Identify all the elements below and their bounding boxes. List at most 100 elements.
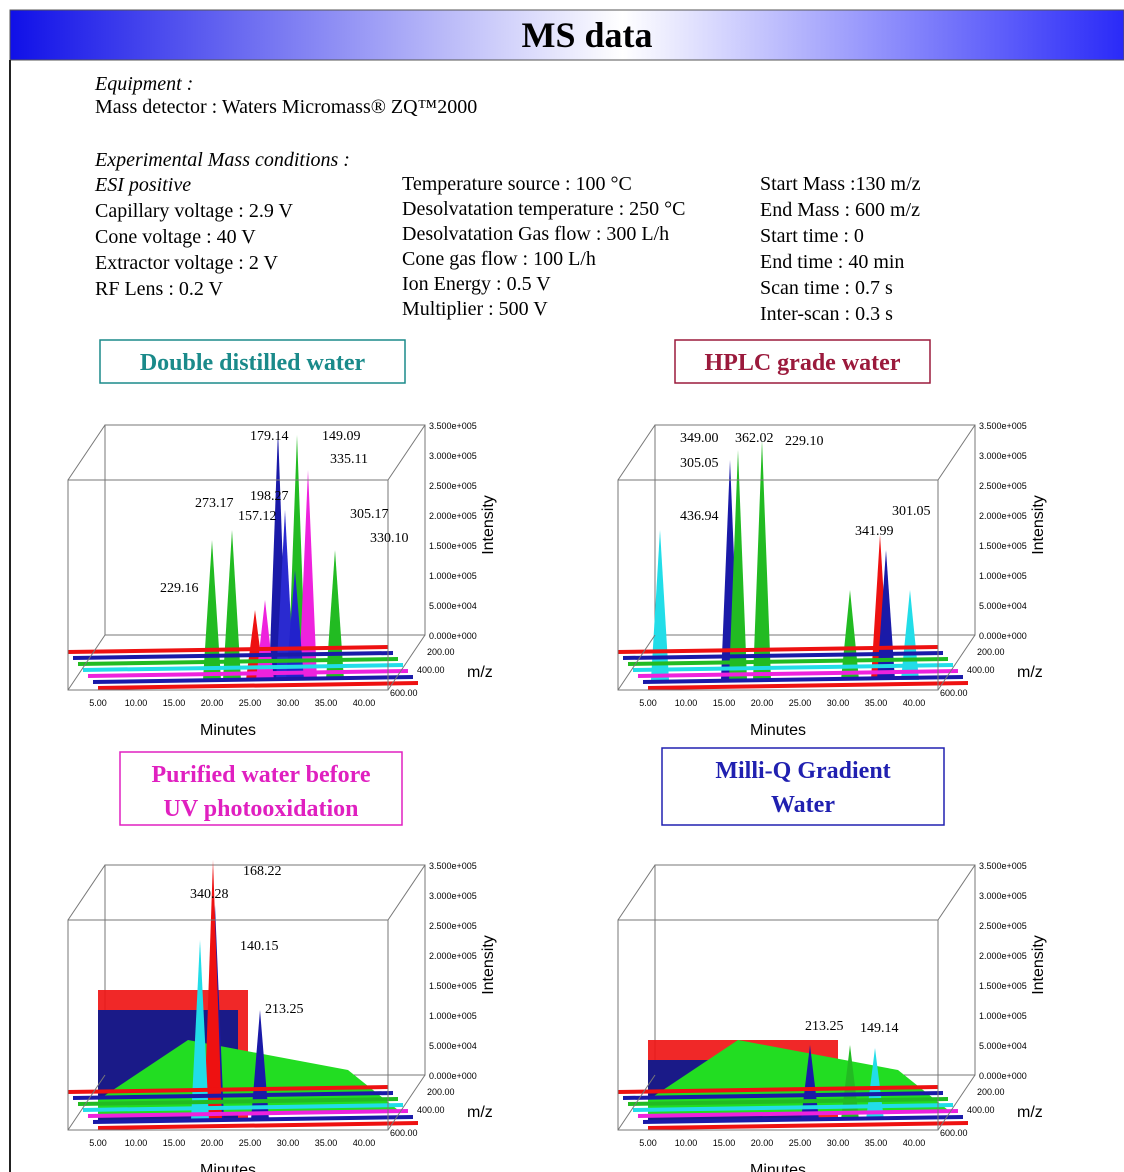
peak-label: 273.17	[195, 496, 234, 511]
chart-edge	[618, 865, 655, 920]
intensity-tick: 2.000e+005	[429, 511, 477, 521]
chart-edge	[68, 425, 105, 480]
intensity-label: Intensity	[480, 495, 497, 555]
panel-title: Water	[771, 792, 835, 818]
peak-label: 341.99	[855, 524, 894, 539]
peak-label: 362.02	[735, 431, 774, 446]
peak-label: 436.94	[680, 509, 719, 524]
minute-tick: 30.00	[827, 1138, 850, 1148]
intensity-tick: 3.500e+005	[429, 861, 477, 871]
minute-tick: 25.00	[789, 698, 812, 708]
minute-tick: 20.00	[201, 698, 224, 708]
minute-tick: 15.00	[163, 698, 186, 708]
minute-tick: 10.00	[675, 1138, 698, 1148]
equipment-detector: Mass detector : Waters Micromass® ZQ™200…	[95, 96, 477, 118]
panel-title: HPLC grade water	[705, 350, 901, 376]
conditions-heading: Experimental Mass conditions :	[94, 149, 350, 171]
intensity-label: Intensity	[480, 935, 497, 995]
condition-line: Cone gas flow : 100 L/h	[402, 248, 596, 270]
intensity-tick: 5.000e+004	[979, 601, 1027, 611]
minute-tick: 35.00	[865, 1138, 888, 1148]
condition-line: End time : 40 min	[760, 251, 904, 273]
intensity-tick: 0.000e+000	[979, 1071, 1027, 1081]
intensity-tick: 2.500e+005	[979, 921, 1027, 931]
condition-line: Temperature source : 100 °C	[402, 173, 632, 195]
mz-tick: 600.00	[390, 688, 418, 698]
minute-tick: 10.00	[125, 698, 148, 708]
mz-tick: 400.00	[417, 665, 445, 675]
chart-edge	[618, 425, 655, 480]
minute-tick: 40.00	[903, 698, 926, 708]
intensity-label: Intensity	[1030, 935, 1047, 995]
peak-label: 330.10	[370, 531, 409, 546]
minute-tick: 35.00	[315, 1138, 338, 1148]
intensity-tick: 3.500e+005	[979, 421, 1027, 431]
minute-tick: 15.00	[163, 1138, 186, 1148]
intensity-tick: 2.000e+005	[429, 951, 477, 961]
mz-tick: 600.00	[390, 1128, 418, 1138]
mz-tick: 200.00	[427, 1087, 455, 1097]
peak-label: 305.05	[680, 456, 719, 471]
peak-label: 301.05	[892, 504, 931, 519]
minute-tick: 20.00	[751, 698, 774, 708]
condition-line: End Mass : 600 m/z	[760, 199, 920, 221]
condition-line: Multiplier : 500 V	[402, 298, 548, 320]
minutes-label: Minutes	[200, 1162, 256, 1172]
mz-tick: 400.00	[967, 1105, 995, 1115]
condition-line: RF Lens : 0.2 V	[95, 278, 224, 300]
intensity-tick: 1.000e+005	[979, 1011, 1027, 1021]
intensity-tick: 0.000e+000	[979, 631, 1027, 641]
peak-label: 168.22	[243, 864, 282, 879]
mz-tick: 400.00	[417, 1105, 445, 1115]
minute-tick: 25.00	[239, 1138, 262, 1148]
condition-line: ESI positive	[94, 174, 191, 196]
peak-label: 305.17	[350, 507, 389, 522]
intensity-tick: 2.000e+005	[979, 511, 1027, 521]
intensity-tick: 3.000e+005	[979, 891, 1027, 901]
intensity-tick: 1.500e+005	[429, 981, 477, 991]
condition-line: Scan time : 0.7 s	[760, 277, 893, 299]
intensity-tick: 2.500e+005	[979, 481, 1027, 491]
condition-line: Ion Energy : 0.5 V	[402, 273, 551, 295]
peak-label: 179.14	[250, 429, 289, 444]
intensity-tick: 1.500e+005	[979, 541, 1027, 551]
peak-label: 229.16	[160, 581, 199, 596]
peak-shape	[753, 440, 771, 680]
minute-tick: 40.00	[353, 698, 376, 708]
mz-tick: 400.00	[967, 665, 995, 675]
condition-line: Start Mass :130 m/z	[760, 173, 921, 195]
intensity-tick: 0.000e+000	[429, 1071, 477, 1081]
minute-tick: 5.00	[639, 698, 657, 708]
intensity-tick: 3.500e+005	[429, 421, 477, 431]
peak-label: 349.00	[680, 431, 719, 446]
condition-line: Extractor voltage : 2 V	[95, 252, 278, 274]
intensity-tick: 1.000e+005	[429, 1011, 477, 1021]
condition-line: Desolvatation temperature : 250 °C	[402, 198, 685, 220]
peak-label: 213.25	[265, 1002, 304, 1017]
panel-title: UV photooxidation	[164, 796, 359, 822]
minute-tick: 10.00	[125, 1138, 148, 1148]
minute-tick: 10.00	[675, 698, 698, 708]
mz-tick: 600.00	[940, 688, 968, 698]
condition-line: Inter-scan : 0.3 s	[760, 303, 893, 325]
minutes-label: Minutes	[200, 722, 256, 739]
equipment-heading: Equipment :	[94, 73, 193, 95]
chart-edge	[938, 425, 975, 480]
condition-line: Start time : 0	[760, 225, 864, 247]
page-title: MS data	[521, 15, 652, 55]
minute-tick: 30.00	[827, 698, 850, 708]
peak-label: 149.14	[860, 1021, 899, 1036]
peak-label: 340.28	[190, 887, 229, 902]
chart-edge	[68, 865, 105, 920]
intensity-tick: 5.000e+004	[429, 1041, 477, 1051]
condition-line: Cone voltage : 40 V	[95, 226, 256, 248]
mz-tick: 200.00	[977, 1087, 1005, 1097]
minute-tick: 40.00	[903, 1138, 926, 1148]
intensity-tick: 2.500e+005	[429, 481, 477, 491]
peak-label: 140.15	[240, 939, 279, 954]
minute-tick: 40.00	[353, 1138, 376, 1148]
mz-tick: 200.00	[977, 647, 1005, 657]
intensity-tick: 5.000e+004	[429, 601, 477, 611]
mz-label: m/z	[467, 1104, 493, 1121]
intensity-tick: 3.000e+005	[429, 891, 477, 901]
